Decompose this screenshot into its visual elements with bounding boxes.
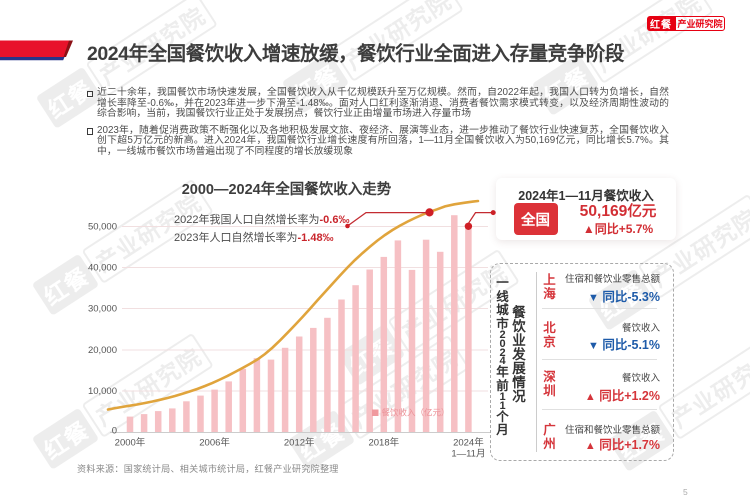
svg-text:2012年: 2012年: [284, 437, 315, 449]
svg-text:20,000: 20,000: [88, 345, 117, 356]
svg-text:2000年: 2000年: [115, 437, 146, 449]
svg-text:1—11月: 1—11月: [451, 449, 485, 460]
svg-text:50,000: 50,000: [88, 222, 117, 233]
svg-text:2006年: 2006年: [199, 437, 230, 449]
svg-text:0: 0: [112, 426, 117, 437]
svg-text:2018年: 2018年: [368, 437, 399, 449]
svg-text:10,000: 10,000: [88, 386, 117, 397]
svg-text:餐饮收入（亿元）: 餐饮收入（亿元）: [382, 408, 450, 418]
svg-text:40,000: 40,000: [88, 263, 117, 274]
svg-text:30,000: 30,000: [88, 304, 117, 315]
svg-text:2024年: 2024年: [453, 437, 484, 449]
